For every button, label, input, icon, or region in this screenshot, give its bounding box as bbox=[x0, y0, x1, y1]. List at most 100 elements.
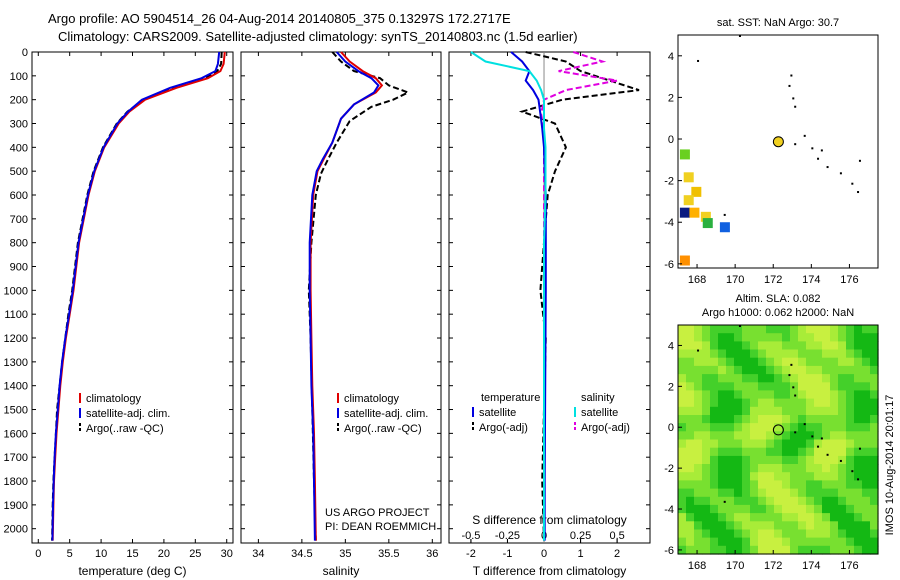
depth-tick-label: 0 bbox=[22, 47, 28, 59]
sla-cell bbox=[758, 398, 767, 408]
sla-cell bbox=[678, 521, 687, 531]
sla-cell bbox=[694, 341, 703, 351]
sla-cell bbox=[790, 455, 799, 465]
sla-cell bbox=[782, 464, 791, 473]
sla-cell bbox=[710, 545, 719, 555]
sla-cell bbox=[766, 464, 775, 473]
sla-cell bbox=[694, 464, 703, 473]
sla-cell bbox=[678, 464, 687, 473]
sla-cell bbox=[774, 365, 783, 375]
sla-cell bbox=[862, 382, 871, 392]
sla-cell bbox=[766, 521, 775, 531]
sla-cell bbox=[798, 447, 807, 457]
sla-cell bbox=[814, 415, 823, 424]
sla-cell bbox=[854, 496, 863, 506]
x-tick-label: 20 bbox=[158, 548, 170, 560]
sla-cell bbox=[702, 382, 711, 392]
sla-cell bbox=[694, 504, 703, 514]
x-tick-label: 34 bbox=[252, 548, 264, 560]
sla-cell bbox=[830, 513, 839, 522]
sla-cell bbox=[846, 439, 855, 449]
sla-cell bbox=[758, 349, 767, 359]
sla-cell bbox=[710, 325, 719, 334]
sla-cell bbox=[750, 423, 759, 432]
sla-cell bbox=[726, 325, 735, 334]
sla-cell bbox=[678, 545, 687, 555]
sla-cell bbox=[838, 365, 847, 375]
series-line-s-satellite bbox=[470, 51, 547, 541]
map-y-tick-label: 0 bbox=[668, 422, 674, 434]
sla-cell bbox=[766, 415, 775, 424]
sla-cell bbox=[790, 513, 799, 522]
sla-cell bbox=[766, 447, 775, 457]
sla-cell bbox=[862, 406, 871, 416]
sla-cell bbox=[678, 472, 687, 481]
sla-cell bbox=[846, 357, 855, 367]
sla-cell bbox=[766, 349, 775, 359]
island-mark bbox=[794, 431, 797, 434]
sla-cell bbox=[814, 431, 823, 441]
sla-cell bbox=[830, 365, 839, 375]
sla-cell bbox=[718, 513, 727, 522]
sla-cell bbox=[702, 496, 711, 506]
sla-cell bbox=[870, 398, 879, 408]
sla-cell bbox=[726, 464, 735, 473]
sla-cell bbox=[726, 431, 735, 441]
map-x-tick-label: 170 bbox=[726, 274, 744, 286]
sla-cell bbox=[774, 431, 783, 441]
sla-cell bbox=[798, 472, 807, 481]
sla-cell bbox=[694, 333, 703, 342]
sla-cell bbox=[678, 390, 687, 400]
sla-cell bbox=[846, 406, 855, 416]
sla-map-frame bbox=[677, 324, 879, 555]
island-mark bbox=[792, 97, 795, 100]
sla-cell bbox=[694, 472, 703, 481]
sla-cell bbox=[782, 357, 791, 367]
sla-cell bbox=[686, 406, 695, 416]
sla-cell bbox=[734, 521, 743, 531]
sla-cell bbox=[822, 545, 831, 555]
sla-cell bbox=[830, 398, 839, 408]
sla-cell bbox=[806, 472, 815, 481]
sla-cell bbox=[734, 455, 743, 465]
sla-cell bbox=[846, 390, 855, 400]
sla-cell bbox=[766, 341, 775, 351]
sla-cell bbox=[870, 431, 879, 441]
sla-cell bbox=[774, 455, 783, 465]
sla-cell bbox=[870, 439, 879, 449]
map-y-tick-label: 4 bbox=[668, 340, 674, 352]
map-y-tick-label: -2 bbox=[664, 176, 674, 188]
sla-cell bbox=[694, 423, 703, 432]
x-tick-label: -2 bbox=[466, 548, 476, 560]
sla-cell bbox=[694, 357, 703, 367]
sla-cell bbox=[694, 415, 703, 424]
sla-cell bbox=[710, 390, 719, 400]
island-mark bbox=[788, 84, 791, 87]
sla-cell bbox=[750, 382, 759, 392]
series-line-t-argo bbox=[518, 51, 640, 541]
sla-cell bbox=[846, 333, 855, 342]
sla-cell bbox=[734, 423, 743, 432]
sla-cell bbox=[806, 439, 815, 449]
sla-cell bbox=[710, 447, 719, 457]
sla-cell bbox=[702, 513, 711, 522]
island-mark bbox=[794, 394, 797, 397]
sla-cell bbox=[822, 406, 831, 416]
map-y-tick-label: 4 bbox=[668, 51, 674, 63]
sla-cell bbox=[830, 439, 839, 449]
sla-cell bbox=[806, 374, 815, 383]
sla-cell bbox=[750, 447, 759, 457]
sla-cell bbox=[798, 349, 807, 359]
sla-cell bbox=[766, 488, 775, 498]
sla-cell bbox=[846, 496, 855, 506]
sla-cell bbox=[782, 423, 791, 432]
sla-cell bbox=[854, 341, 863, 351]
sla-cell bbox=[734, 349, 743, 359]
legend-label: climatology bbox=[86, 393, 142, 405]
sla-cell bbox=[686, 333, 695, 342]
sla-cell bbox=[798, 513, 807, 522]
sla-cell bbox=[678, 447, 687, 457]
sla-cell bbox=[702, 390, 711, 400]
sla-cell bbox=[798, 455, 807, 465]
sla-cell bbox=[798, 357, 807, 367]
